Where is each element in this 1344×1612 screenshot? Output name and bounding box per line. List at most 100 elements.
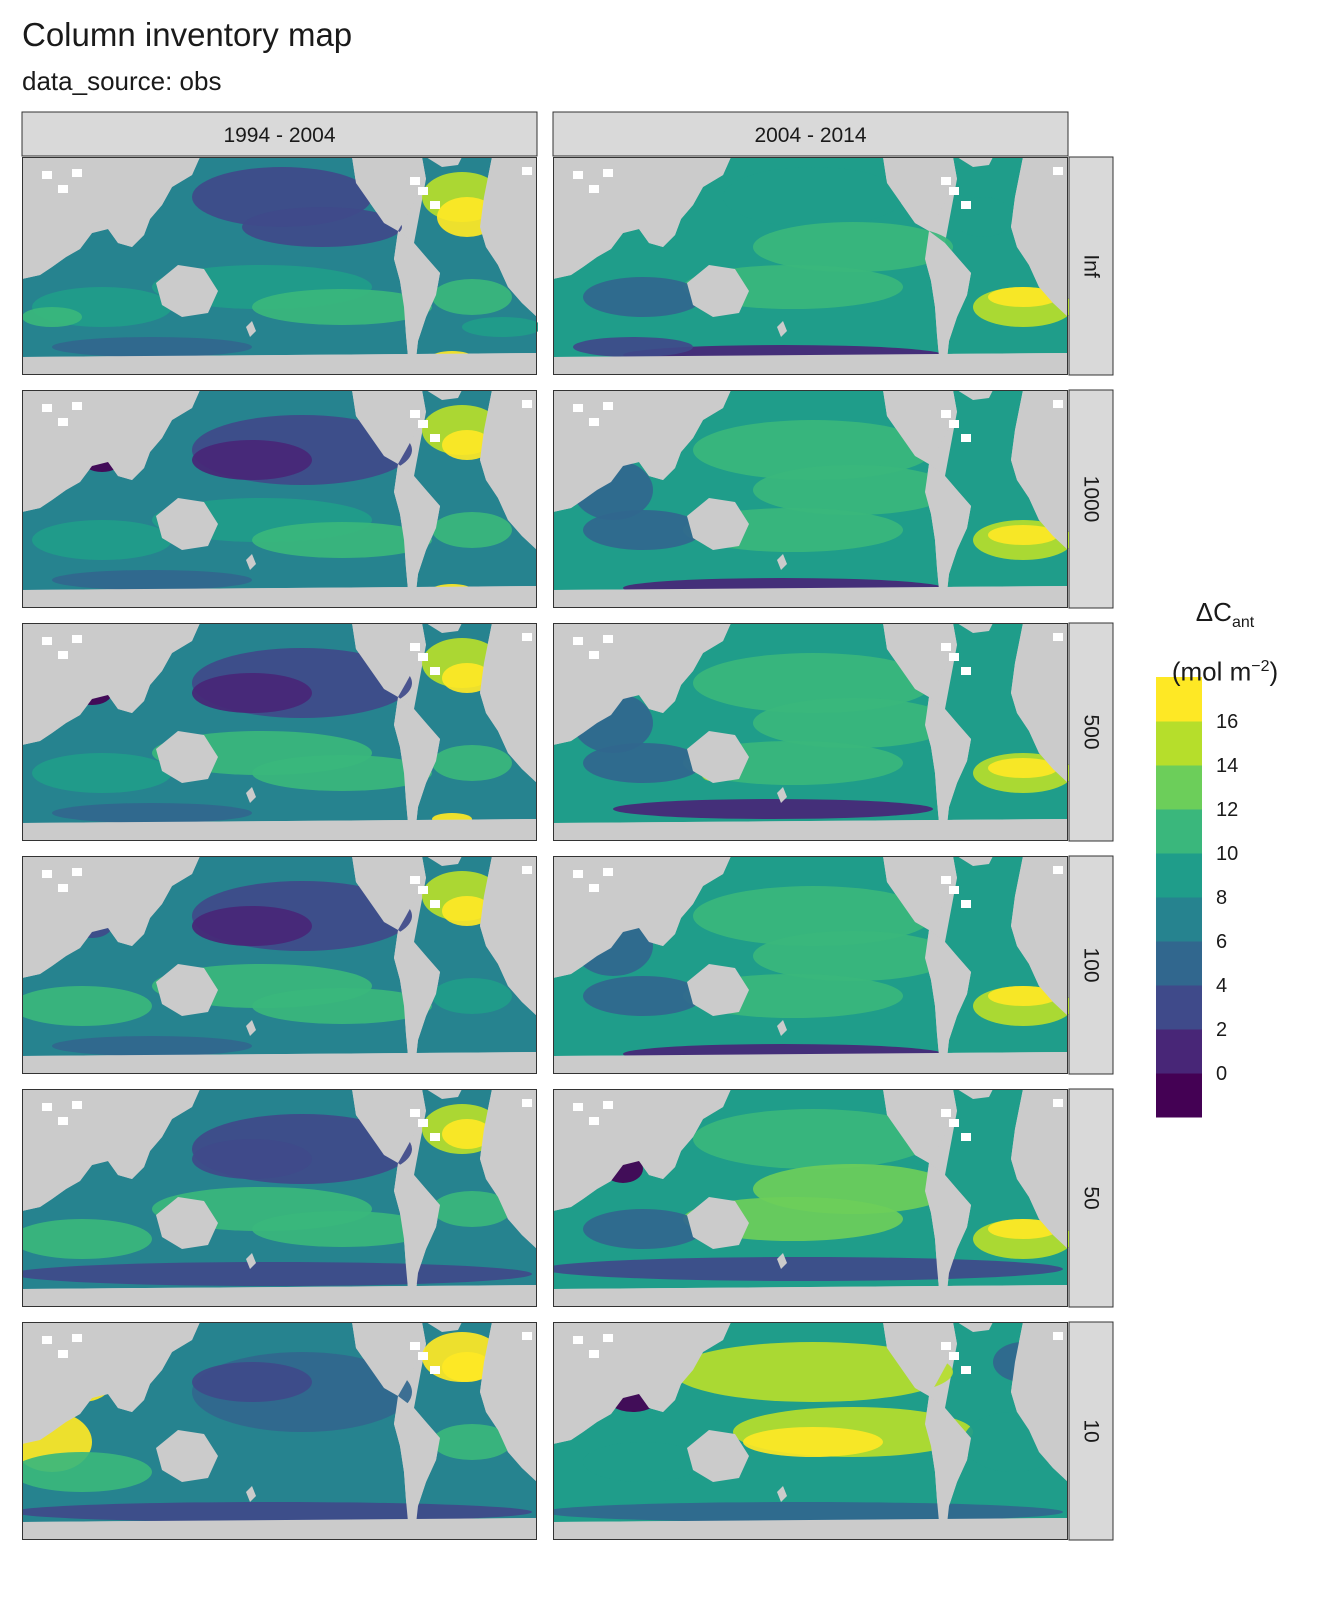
legend-tick-label: 14 [1216,755,1238,777]
ice-speck [949,886,959,894]
land-shape [426,1089,462,1099]
land-shape [777,1253,787,1269]
ice-speck [430,900,440,908]
ice-speck [430,434,440,442]
map-panel [553,856,1069,1074]
ice-speck [522,400,532,408]
land-shape [352,856,426,930]
facet-label-row: 1000 [1080,476,1103,523]
inventory-cell [442,1119,492,1149]
land-shape [156,265,218,317]
inventory-cell [553,1502,1063,1522]
inventory-cell [432,978,512,1014]
land-shape [957,1322,993,1332]
ice-speck [1053,167,1063,175]
land-shape [246,1486,256,1502]
ice-speck [430,1366,440,1374]
legend-units-sup: −2 [1251,658,1270,676]
ice-speck [430,201,440,209]
ice-speck [418,1119,428,1127]
land-shape [246,321,256,337]
ice-speck [573,1336,583,1344]
inventory-cell [442,1352,492,1382]
land-mask [553,1322,1068,1540]
ice-speck [42,1103,52,1111]
inventory-cell [693,420,933,480]
legend-swatch [1156,765,1202,810]
ice-speck [72,1334,82,1342]
inventory-cell [442,430,492,460]
legend-swatch [1156,985,1202,1030]
inventory-cell [988,758,1058,778]
facet-label-row: 500 [1080,714,1103,749]
legend-swatch [1156,897,1202,942]
inventory-cell [32,520,172,560]
panel-border [22,157,537,375]
ice-speck [941,643,951,651]
ice-speck [589,651,599,659]
land-mask [22,1089,537,1307]
ice-speck [418,187,428,195]
ice-speck [72,635,82,643]
facet-strip-row [1068,855,1114,1075]
legend-swatch [1156,677,1202,722]
inventory-cell [753,931,953,981]
inventory-cell [52,337,252,357]
land-shape [156,731,218,783]
ice-speck [603,402,613,410]
inventory-cell [753,698,953,748]
ice-speck [58,884,68,892]
inventory-cell [252,1211,432,1247]
panel-border [22,856,537,1074]
inventory-cell [192,1362,312,1402]
land-mask [22,157,537,375]
legend-tick-label: 10 [1216,843,1238,865]
map-panel [22,856,537,1074]
land-shape [883,856,957,930]
land-shape [1011,1089,1068,1249]
ice-speck [72,402,82,410]
ice-speck [941,1342,951,1350]
ice-speck [1053,1332,1063,1340]
inventory-cell [753,465,953,515]
land-shape [426,856,462,866]
land-shape [553,586,1068,608]
land-shape [156,498,218,550]
land-shape [426,1322,462,1332]
ice-speck [603,169,613,177]
inventory-cell [432,1424,512,1460]
panel-border [553,856,1068,1074]
map-panel [22,623,537,841]
ice-speck [430,1133,440,1141]
inventory-cell [553,1257,1063,1281]
ice-speck [42,637,52,645]
inventory-cell [22,1502,532,1522]
ice-speck [72,868,82,876]
land-shape [553,1052,1068,1074]
land-shape [156,964,218,1016]
ice-speck [949,653,959,661]
inventory-cell [613,799,933,819]
land-shape [553,819,1068,841]
land-shape [687,498,749,550]
ice-speck [603,868,613,876]
ice-speck [961,201,971,209]
facet-strip-row [1068,622,1114,842]
ice-speck [941,876,951,884]
panel-border [22,1322,537,1540]
panel-border [553,390,1068,608]
land-shape [777,554,787,570]
land-shape [246,1020,256,1036]
ice-speck [1053,866,1063,874]
land-shape [480,157,537,317]
ice-speck [42,1336,52,1344]
ice-speck [522,1332,532,1340]
inventory-cell [583,1209,703,1249]
legend-units-open: (mol m [1171,656,1252,687]
land-shape [687,964,749,1016]
ice-speck [941,1109,951,1117]
ice-speck [949,420,959,428]
land-shape [394,1163,440,1291]
ice-speck [410,876,420,884]
ice-speck [410,177,420,185]
